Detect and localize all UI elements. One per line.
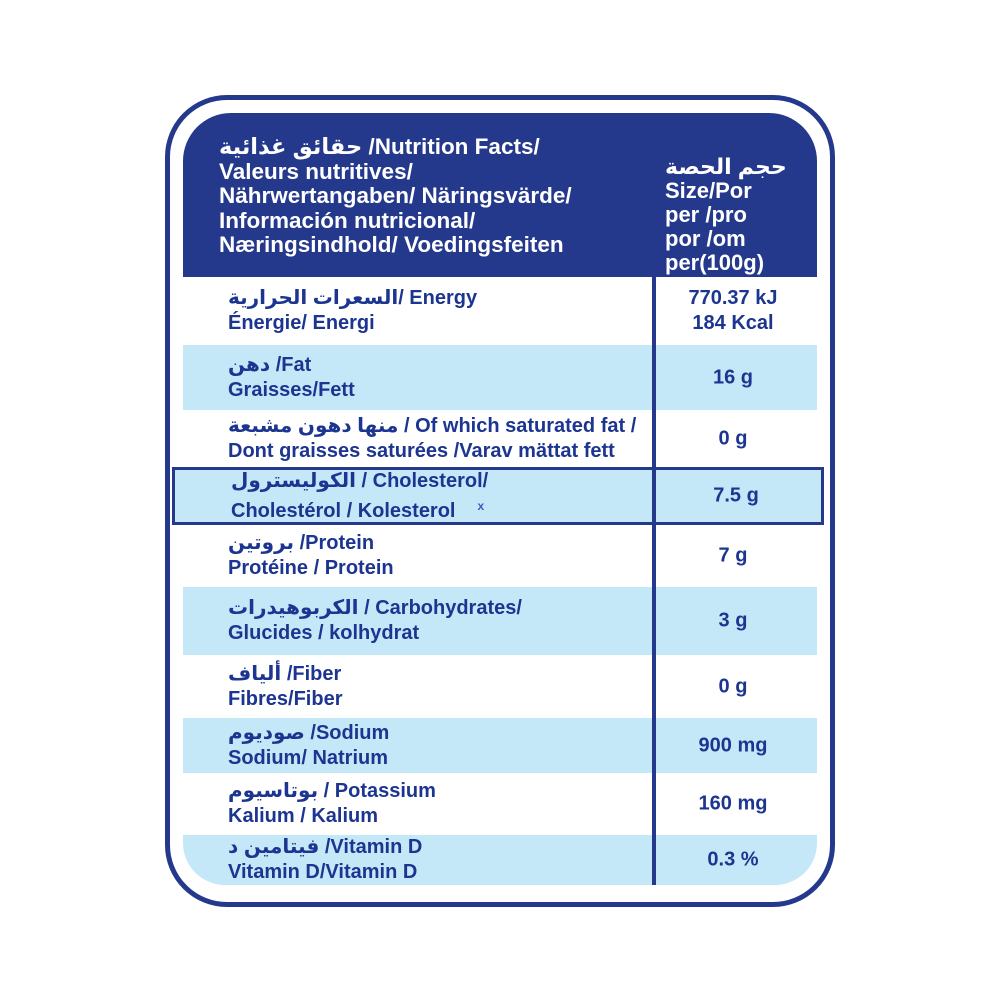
- nutrient-name-line: Glucides / kolhydrat: [228, 622, 420, 644]
- nutrient-row-carbohydrates: الكربوهيدرات / Carbohydrates/ Glucides /…: [183, 587, 817, 655]
- nutrient-row-saturated-fat: منها دهون مشبعة / Of which saturated fat…: [183, 410, 817, 467]
- nutrient-name-line: Cholestérol / Kolesterol x: [231, 494, 821, 524]
- nutrient-value-line: 770.37 kJ: [688, 287, 778, 309]
- nutrient-name-line: Graisses/Fett: [228, 378, 355, 401]
- nutrient-value: 900 mg: [698, 734, 768, 756]
- nutrient-row-energy: السعرات الحرارية/ Energy Énergie/ Energi…: [183, 277, 817, 345]
- nutrient-value: 7 g: [718, 544, 748, 567]
- header-title-block: حقائق غذائية /Nutrition Facts/ Valeurs n…: [219, 134, 572, 258]
- nutrient-value: 770.37 kJ 184 Kcal: [653, 286, 813, 336]
- nutrient-name-line: ألياف /Fiber: [228, 662, 342, 685]
- column-divider: [652, 277, 656, 885]
- nutrient-value: 0 g: [718, 427, 748, 449]
- nutrient-row-fat: دهن /Fat Graisses/Fett 16 g: [183, 345, 817, 410]
- serving-size-line: حجم الحصة: [665, 154, 787, 179]
- nutrient-value: 0.3 %: [707, 848, 759, 871]
- header-title-line: Næringsindhold/ Voedingsfeiten: [219, 232, 564, 257]
- nutrient-row-fiber: ألياف /Fiber Fibres/Fiber 0 g: [183, 655, 817, 718]
- nutrient-name-line: فيتامين د /Vitamin D: [228, 836, 423, 858]
- serving-size-block: حجم الحصة Size/Por per /pro por /om per(…: [665, 155, 787, 275]
- nutrient-value: 160 mg: [698, 792, 768, 815]
- nutrient-name-line: Kalium / Kalium: [228, 805, 379, 827]
- nutrient-value: 16 g: [712, 366, 754, 388]
- nutrient-name-line: Protéine / Protein: [228, 557, 394, 579]
- nutrient-row-potassium: بوتاسيوم / Potassium Kalium / Kalium 160…: [183, 773, 817, 835]
- nutrient-name-line: Sodium/ Natrium: [228, 746, 389, 769]
- label-border: حقائق غذائية /Nutrition Facts/ Valeurs n…: [165, 95, 835, 907]
- nutrient-name-line: Énergie/ Energi: [228, 312, 375, 334]
- nutrient-name-line: السعرات الحرارية/ Energy: [228, 287, 478, 309]
- header-title-line: Valeurs nutritives/: [219, 158, 413, 184]
- nutrient-value-line: 184 Kcal: [692, 312, 774, 334]
- nutrient-name-line: منها دهون مشبعة / Of which saturated fat…: [228, 414, 637, 437]
- nutrient-row-cholesterol: الكوليسترول / Cholesterol/ Cholestérol /…: [172, 467, 824, 525]
- serving-size-line: per(100g): [665, 250, 765, 275]
- nutrient-name-line: Fibres/Fiber: [228, 687, 343, 710]
- nutrient-name-line: دهن /Fat: [228, 353, 312, 376]
- nutrient-row-protein: بروتين /Protein Protéine / Protein 7 g: [183, 525, 817, 587]
- nutrient-row-sodium: صوديوم /Sodium Sodium/ Natrium 900 mg: [183, 718, 817, 773]
- nutrient-name-line: الكربوهيدرات / Carbohydrates/: [228, 597, 522, 619]
- header-title-line: Información nutricional/: [219, 207, 476, 233]
- footnote-marker: x: [477, 498, 485, 513]
- nutrient-value: 7.5 g: [713, 484, 759, 507]
- nutrient-value: 3 g: [718, 609, 748, 632]
- header-title-line: حقائق غذائية /Nutrition Facts/: [219, 134, 540, 159]
- nutrient-name-line: Dont graisses saturées /Varav mättat fet…: [228, 439, 615, 462]
- serving-size-line: per /pro: [665, 202, 747, 227]
- nutrient-name-line: بروتين /Protein: [228, 532, 375, 554]
- nutrient-row-vitamin-d: فيتامين د /Vitamin D Vitamin D/Vitamin D…: [183, 835, 817, 885]
- nutrient-rows: السعرات الحرارية/ Energy Énergie/ Energi…: [172, 277, 824, 885]
- nutrient-name-line: بوتاسيوم / Potassium: [228, 780, 436, 802]
- label-content: حقائق غذائية /Nutrition Facts/ Valeurs n…: [172, 113, 824, 885]
- nutrient-name-line: الكوليسترول / Cholesterol/: [231, 469, 489, 492]
- serving-size-line: Size/Por: [665, 178, 752, 203]
- nutrient-name-line: صوديوم /Sodium: [228, 721, 390, 744]
- label-header: حقائق غذائية /Nutrition Facts/ Valeurs n…: [183, 113, 817, 277]
- nutrient-name-line: Vitamin D/Vitamin D: [228, 861, 418, 883]
- header-title-line: Nährwertangaben/ Näringsvärde/: [219, 183, 572, 208]
- nutrient-value: 0 g: [718, 675, 748, 697]
- serving-size-line: por /om: [665, 226, 746, 251]
